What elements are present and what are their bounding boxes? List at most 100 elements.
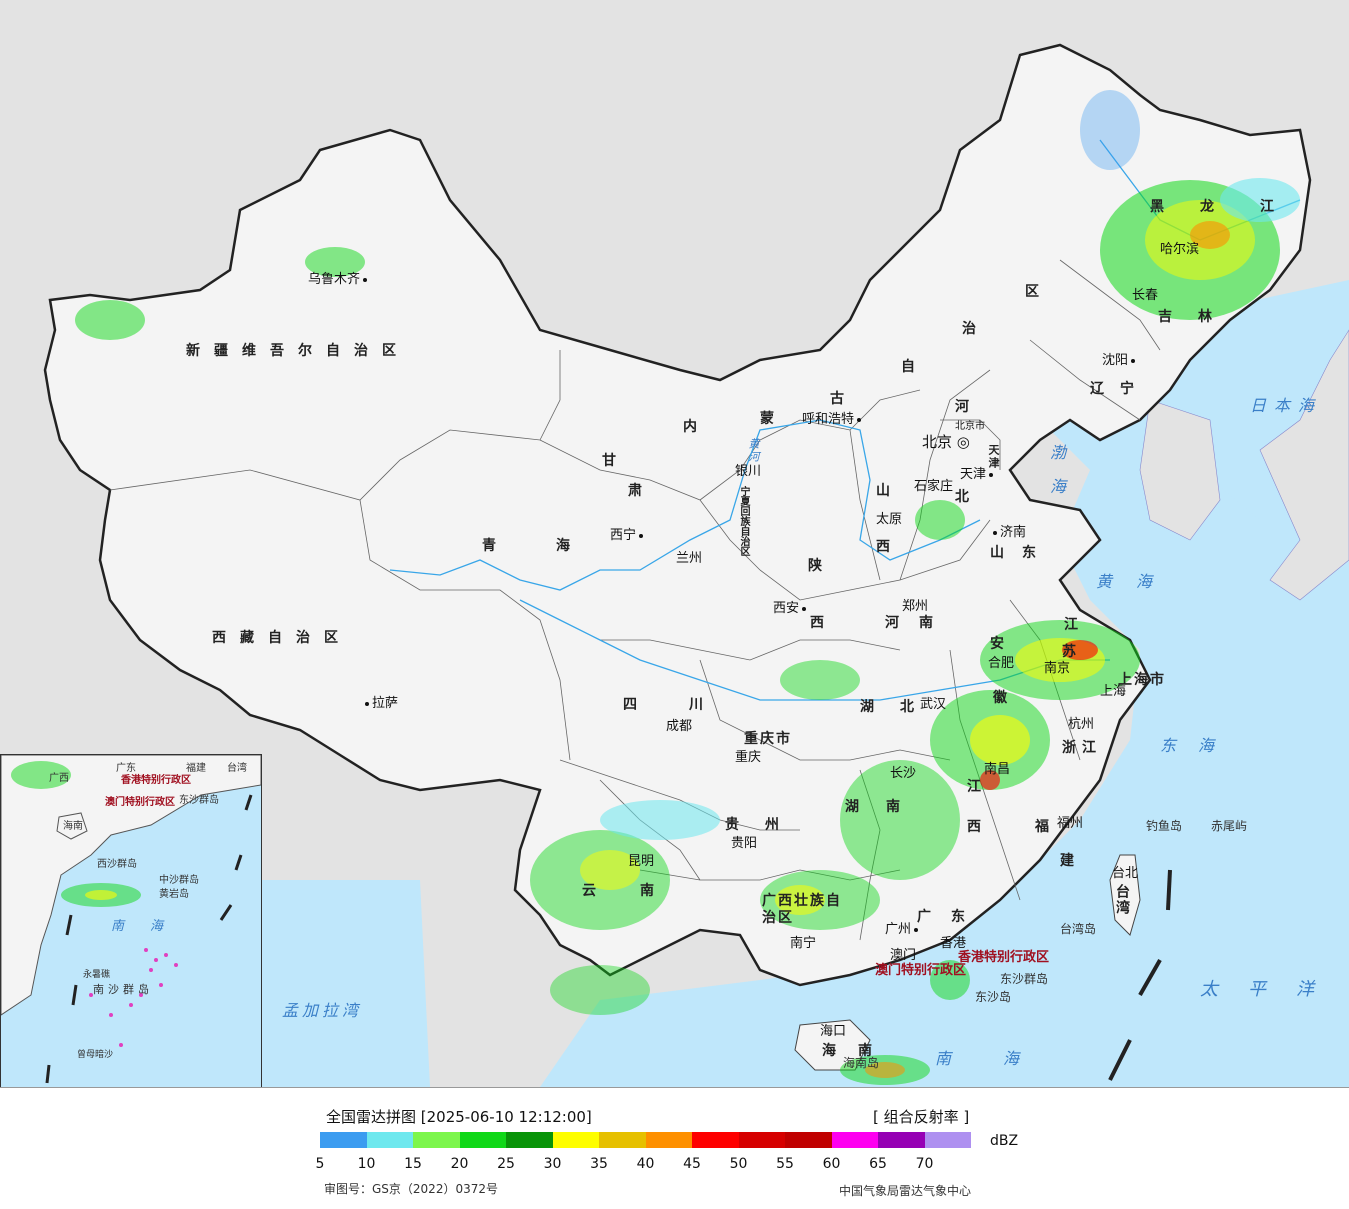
legend-swatch: [831, 1132, 878, 1148]
city-kunming[interactable]: 昆明: [628, 850, 654, 869]
island-taiwan: 台湾岛: [1060, 922, 1097, 936]
city-macau[interactable]: 澳门: [890, 944, 916, 963]
legend-swatch: [599, 1132, 646, 1148]
province-zhejiang: 浙江: [1062, 740, 1102, 756]
city-changsha[interactable]: 长沙: [890, 762, 916, 781]
legend-tick-label: 45: [683, 1156, 701, 1172]
city-hefei[interactable]: 合肥: [988, 652, 1014, 671]
city-yinchuan[interactable]: 银川: [735, 460, 761, 479]
legend-unit: dBZ: [990, 1133, 1019, 1149]
province-xizang: 西藏自治区: [212, 630, 352, 646]
city-shijiazhuang[interactable]: 石家庄: [914, 475, 953, 494]
city-haikou-name: 海口: [820, 1024, 847, 1039]
legend-swatch: [878, 1132, 925, 1148]
city-guiyang-name: 贵阳: [731, 836, 758, 851]
city-hefei-name: 合肥: [988, 656, 1015, 671]
city-hohhot[interactable]: 呼和浩特: [802, 408, 864, 427]
province-neimenggu-2: 蒙: [760, 411, 788, 427]
province-gansu-2: 肃: [628, 483, 656, 499]
inset-canvas: [1, 755, 261, 1084]
sea-bengal: 孟加拉湾: [282, 1001, 363, 1020]
city-guangzhou[interactable]: 广州: [885, 918, 921, 937]
city-beijing[interactable]: 北京 ◎: [922, 431, 970, 452]
sea-bohai: 渤海: [1047, 444, 1066, 512]
island-diaoyu: 钓鱼岛: [1146, 819, 1183, 833]
city-lhasa[interactable]: 拉萨: [362, 692, 398, 711]
city-dot-icon: [993, 530, 997, 535]
city-haikou[interactable]: 海口: [820, 1020, 846, 1039]
city-guiyang[interactable]: 贵阳: [731, 832, 757, 851]
legend-tick-label: 60: [822, 1156, 841, 1172]
province-gansu: 甘: [602, 453, 630, 469]
city-shenyang[interactable]: 沈阳: [1102, 349, 1138, 368]
radar-map[interactable]: 新疆维吾尔自治区 西藏自治区 青海 甘 肃 内 蒙 古 自 治 区 黑 龙 江 …: [0, 0, 1349, 1087]
city-nanning[interactable]: 南宁: [790, 932, 816, 951]
city-lanzhou[interactable]: 兰州: [676, 547, 702, 566]
city-chengdu-name: 成都: [666, 719, 693, 734]
legend-tick-label: 15: [404, 1156, 422, 1172]
city-taiyuan-name: 太原: [876, 512, 903, 527]
inset-hk: 香港特别行政区: [121, 775, 191, 786]
radar-echoes: [75, 90, 1300, 1085]
province-neimenggu-4: 自: [901, 359, 929, 375]
city-zhengzhou[interactable]: 郑州: [902, 595, 928, 614]
city-hangzhou[interactable]: 杭州: [1068, 713, 1094, 732]
province-heilongjiang: 黑: [1150, 199, 1178, 215]
province-fujian: 福: [1035, 819, 1063, 835]
city-guangzhou-name: 广州: [885, 922, 912, 937]
city-hongkong[interactable]: 香港: [940, 932, 966, 951]
inset-yongshu: 永暑礁: [83, 970, 111, 980]
city-jinan[interactable]: 济南: [990, 521, 1026, 540]
city-changchun-name: 长春: [1132, 288, 1159, 303]
city-tianjin[interactable]: 天津: [960, 463, 996, 482]
legend-tick-label: 30: [543, 1156, 562, 1172]
city-chengdu[interactable]: 成都: [666, 715, 692, 734]
legend-tick-label: 50: [729, 1156, 748, 1172]
province-boundaries: [109, 259, 1161, 941]
city-shanghai-name: 上海: [1100, 684, 1127, 699]
city-nanchang[interactable]: 南昌: [984, 758, 1010, 777]
label-hk-sar: 香港特别行政区: [958, 950, 1050, 965]
city-xining[interactable]: 西宁: [610, 524, 646, 543]
province-jilin: 吉: [1158, 309, 1186, 325]
province-neimenggu-5: 治: [962, 321, 990, 337]
city-chongqing[interactable]: 重庆: [735, 746, 761, 765]
city-shanghai[interactable]: 上海: [1100, 680, 1126, 699]
city-xian[interactable]: 西安: [773, 597, 809, 616]
legend-swatch: [320, 1132, 367, 1148]
city-nanjing[interactable]: 南京: [1044, 657, 1070, 676]
legend-swatch: [366, 1132, 413, 1148]
city-nanning-name: 南宁: [790, 936, 817, 951]
city-kunming-name: 昆明: [628, 854, 655, 869]
city-wuhan-name: 武汉: [920, 697, 947, 712]
legend-swatch: [924, 1132, 971, 1148]
city-taibei[interactable]: 台北: [1112, 862, 1138, 881]
city-urumqi[interactable]: 乌鲁木齐: [308, 268, 370, 287]
city-lhasa-name: 拉萨: [372, 696, 399, 711]
city-zhengzhou-name: 郑州: [902, 599, 929, 614]
city-fuzhou-name: 福州: [1057, 816, 1084, 831]
province-shaanxi-2: 西: [810, 615, 838, 631]
island-chiwei: 赤尾屿: [1211, 819, 1248, 833]
legend-source: 中国气象局雷达气象中心: [839, 1184, 972, 1198]
city-fuzhou[interactable]: 福州: [1057, 812, 1083, 831]
sea-south-china: 南海: [935, 1049, 1072, 1068]
south-china-sea-inset: 广西 广东 福建 台湾 香港特别行政区 澳门特别行政区 东沙群岛 海南 西沙群岛…: [0, 754, 262, 1087]
city-dot-icon: [802, 606, 807, 611]
japan-land: [1259, 329, 1349, 601]
province-jiangsu: 江: [1064, 617, 1092, 633]
province-chongqing: 重庆市: [744, 731, 792, 747]
city-changchun[interactable]: 长春: [1132, 284, 1158, 303]
sea-east-china: 东海: [1160, 736, 1237, 755]
inset-taiwan: 台湾: [227, 763, 247, 774]
city-harbin[interactable]: 哈尔滨: [1160, 238, 1199, 257]
city-taiyuan[interactable]: 太原: [876, 508, 902, 527]
city-wuhan[interactable]: 武汉: [920, 693, 946, 712]
legend-tick-label: 70: [915, 1156, 934, 1172]
province-neimenggu: 内: [683, 419, 711, 435]
province-hebei: 河: [955, 399, 983, 415]
legend-tick-label: 40: [636, 1156, 655, 1172]
province-hebei-2: 北: [955, 489, 983, 505]
city-taibei-name: 台北: [1112, 866, 1139, 881]
city-dot-icon: [914, 927, 919, 932]
